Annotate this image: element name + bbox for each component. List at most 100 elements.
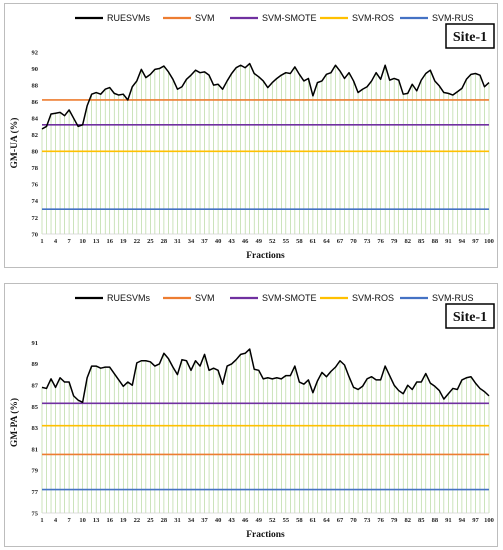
legend-label-svm-ros: SVM-ROS (352, 293, 394, 303)
y-tick-label: 79 (32, 468, 39, 475)
x-tick-label: 94 (459, 238, 466, 245)
x-tick-label: 28 (161, 238, 168, 245)
series-line-ruesvms (41, 348, 490, 404)
x-tick-label: 73 (364, 517, 371, 524)
chart-legend: RUESVMs SVM SVM-SMOTE SVM-ROS SVM-RUS (75, 293, 474, 303)
y-tick-label: 92 (32, 49, 39, 56)
site-label: Site-1 (453, 30, 487, 45)
y-tick-label: 75 (32, 510, 39, 517)
x-tick-label: 94 (459, 517, 466, 524)
x-tick-label: 40 (215, 238, 222, 245)
x-tick-label: 13 (93, 238, 100, 245)
legend-label-svm-smote: SVM-SMOTE (262, 13, 317, 23)
y-tick-label: 89 (32, 361, 39, 368)
x-tick-label: 46 (242, 238, 249, 245)
x-tick-label: 82 (404, 238, 411, 245)
x-tick-label: 70 (350, 238, 357, 245)
x-tick-label: 82 (404, 517, 411, 524)
y-axis-title: GM-PA (%) (9, 398, 20, 447)
legend-label-svm-smote: SVM-SMOTE (262, 293, 317, 303)
x-tick-label: 46 (242, 517, 249, 524)
x-tick-label: 19 (120, 517, 127, 524)
x-tick-label: 88 (432, 517, 439, 524)
y-tick-label: 87 (32, 383, 39, 390)
legend-label-svm-ros: SVM-ROS (352, 13, 394, 23)
x-axis-title: Fractions (246, 530, 285, 540)
legend-label-svm: SVM (195, 293, 215, 303)
x-tick-label: 7 (67, 517, 71, 524)
x-tick-label: 37 (201, 238, 208, 245)
y-tick-label: 86 (32, 99, 39, 106)
site-label-box: Site-1 (445, 23, 495, 49)
x-tick-label: 10 (79, 517, 86, 524)
y-tick-label: 84 (32, 115, 39, 122)
x-tick-label: 70 (350, 517, 357, 524)
x-tick-label: 19 (120, 238, 127, 245)
x-tick-label: 85 (418, 238, 425, 245)
site-label-box: Site-1 (445, 303, 495, 329)
x-tick-label: 49 (255, 238, 262, 245)
x-tick-label: 97 (472, 238, 479, 245)
x-tick-label: 61 (310, 238, 317, 245)
x-tick-label: 79 (391, 238, 398, 245)
plot-area: 75 77 79 81 83 85 87 89 91 1 4 7 10 13 16 19 22 25 28 31 34 3… (32, 340, 494, 524)
y-tick-label: 82 (32, 132, 39, 139)
x-tick-label: 34 (188, 238, 195, 245)
x-tick-label: 16 (106, 238, 113, 245)
x-tick-label: 64 (323, 517, 330, 524)
x-tick-label: 16 (106, 517, 113, 524)
x-tick-label: 91 (445, 517, 452, 524)
series-line-ruesvms (41, 62, 490, 130)
x-tick-label: 100 (484, 517, 494, 524)
x-tick-label: 13 (93, 517, 100, 524)
x-tick-label: 25 (147, 517, 154, 524)
x-tick-label: 31 (174, 517, 181, 524)
y-tick-label: 85 (32, 404, 39, 411)
y-tick-label: 77 (32, 489, 39, 496)
y-tick-label: 80 (32, 149, 39, 156)
chart-legend: RUESVMs SVM SVM-SMOTE SVM-ROS SVM-RUS (75, 13, 474, 23)
x-tick-label: 31 (174, 238, 181, 245)
y-tick-label: 78 (32, 165, 39, 172)
legend-label-svm-rus: SVM-RUS (432, 13, 474, 23)
x-tick-label: 22 (134, 517, 141, 524)
x-tick-label: 97 (472, 517, 479, 524)
x-tick-label: 73 (364, 238, 371, 245)
x-tick-label: 61 (310, 517, 317, 524)
x-tick-label: 58 (296, 517, 303, 524)
x-tick-label: 55 (283, 517, 290, 524)
chart-panel-top: RUESVMs SVM SVM-SMOTE SVM-ROS SVM-RUS Si… (4, 3, 498, 268)
x-tick-label: 100 (484, 238, 494, 245)
x-tick-label: 91 (445, 238, 452, 245)
legend-label-ruesvms: RUESVMs (107, 13, 151, 23)
x-tick-label: 10 (79, 238, 86, 245)
legend-label-svm: SVM (195, 13, 215, 23)
x-tick-label: 7 (67, 238, 71, 245)
x-tick-label: 1 (40, 238, 43, 245)
x-tick-label: 34 (188, 517, 195, 524)
y-tick-label: 90 (32, 66, 39, 73)
x-tick-label: 43 (228, 517, 235, 524)
y-axis-title: GM-UA (%) (9, 118, 20, 169)
x-tick-label: 25 (147, 238, 154, 245)
y-tick-label: 70 (32, 231, 39, 238)
x-tick-label: 58 (296, 238, 303, 245)
y-tick-label: 74 (32, 198, 39, 205)
y-tick-label: 91 (32, 340, 39, 347)
x-tick-label: 76 (377, 238, 384, 245)
y-tick-label: 81 (32, 446, 39, 453)
x-tick-label: 76 (377, 517, 384, 524)
legend-label-ruesvms: RUESVMs (107, 293, 151, 303)
chart-panel-bottom: RUESVMs SVM SVM-SMOTE SVM-ROS SVM-RUS Si… (4, 283, 498, 547)
x-axis-title: Fractions (246, 251, 285, 261)
x-tick-label: 55 (283, 238, 290, 245)
x-tick-label: 85 (418, 517, 425, 524)
x-tick-label: 67 (337, 238, 344, 245)
site-label: Site-1 (453, 310, 487, 325)
x-tick-label: 4 (54, 517, 58, 524)
chart-gm-pa: RUESVMs SVM SVM-SMOTE SVM-ROS SVM-RUS Si… (9, 293, 495, 540)
x-tick-label: 52 (269, 517, 276, 524)
y-tick-label: 72 (32, 215, 39, 222)
plot-area: 70 72 74 76 78 80 82 84 86 88 90 92 1 4 7 10 13 16 19 22 25 2… (32, 49, 494, 245)
x-tick-label: 1 (40, 517, 43, 524)
